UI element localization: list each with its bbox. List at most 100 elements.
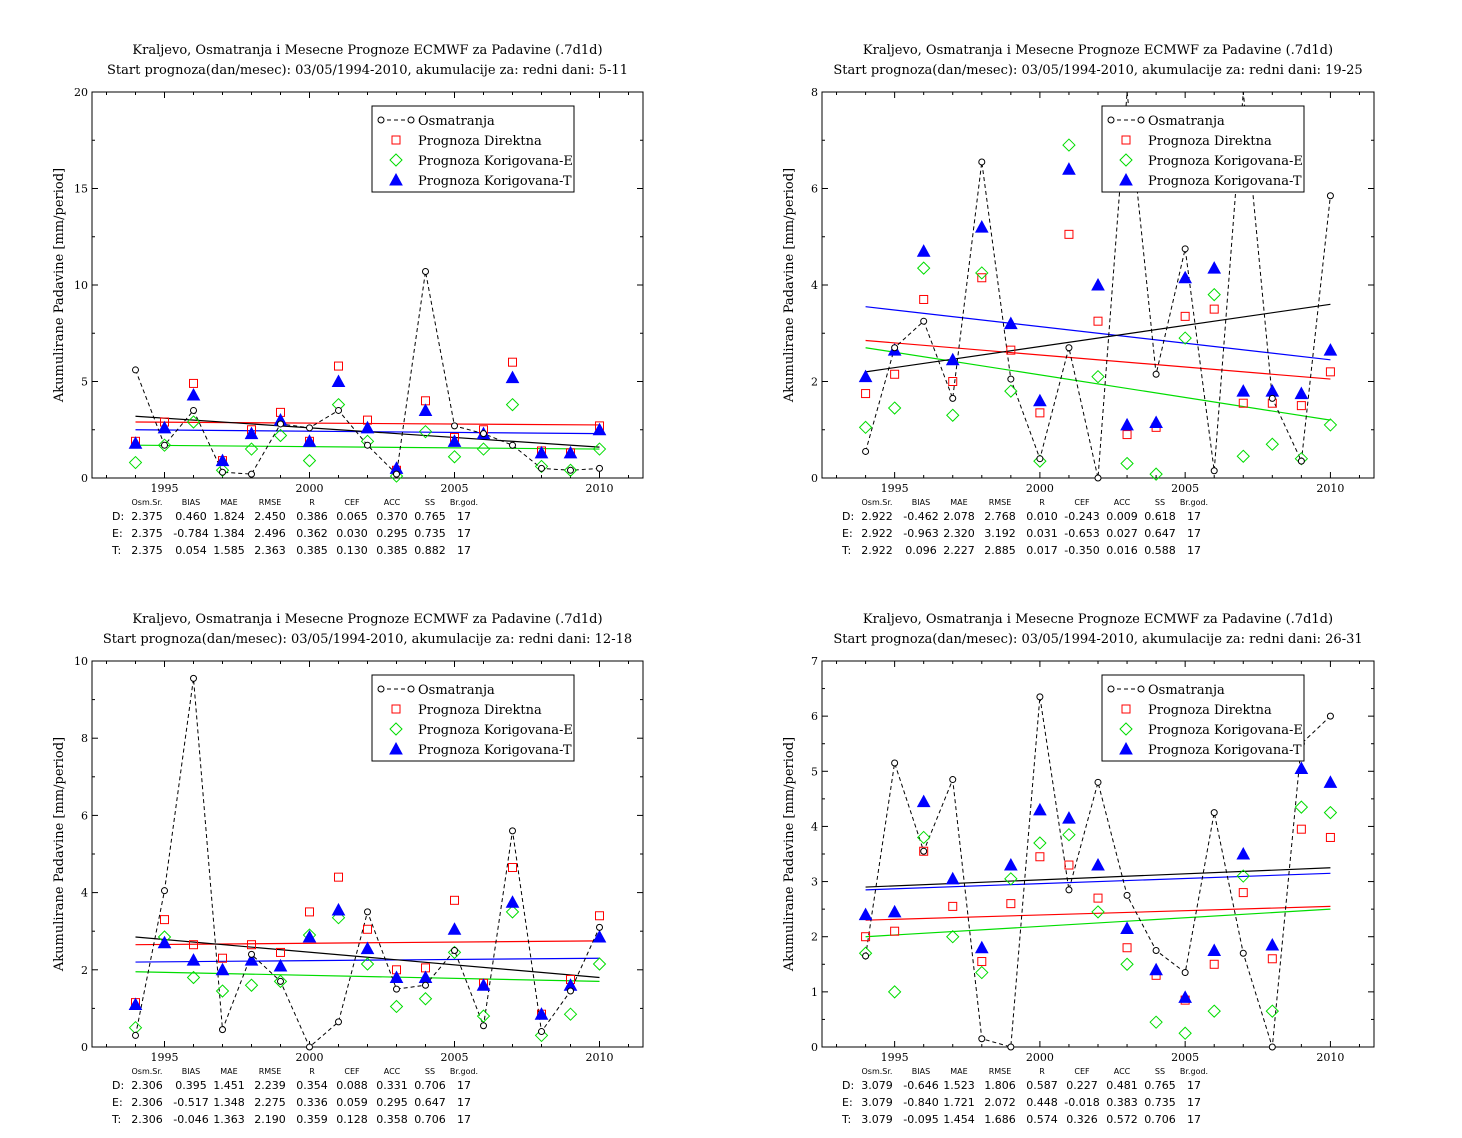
stats-value: 2.375 (131, 510, 163, 523)
point-osmatranja (596, 464, 603, 472)
point-direktna (1209, 304, 1219, 314)
stats-value: 2.227 (943, 544, 975, 557)
stats-value: 0.096 (905, 544, 937, 557)
point-korigovana-e (360, 957, 375, 971)
point-direktna (363, 924, 372, 934)
stats-value: 0.735 (1144, 1096, 1176, 1109)
y-tick-label: 0 (81, 1041, 88, 1054)
x-tick-label: 2000 (296, 1051, 324, 1064)
stats-row-label: E: (112, 527, 123, 540)
point-direktna (1122, 943, 1132, 953)
x-tick-label: 2000 (1026, 1051, 1054, 1064)
legend-label: Osmatranja (418, 114, 495, 129)
point-osmatranja (862, 952, 870, 960)
point-direktna (1325, 832, 1335, 842)
point-osmatranja (451, 422, 458, 430)
point-osmatranja (1210, 809, 1218, 817)
stats-value: 1.451 (213, 1079, 245, 1092)
point-korigovana-e (563, 463, 578, 477)
stats-row-label: E: (842, 527, 853, 540)
point-korigovana-t (331, 374, 346, 387)
point-korigovana-t (1265, 384, 1280, 397)
legend-label: Prognoza Direktna (1148, 703, 1272, 718)
legend-marker-direktna (1121, 704, 1131, 714)
point-direktna (1064, 229, 1074, 239)
stats-value: 17 (457, 1079, 471, 1092)
point-direktna (1006, 345, 1016, 355)
legend-marker-korigovana-t (1119, 741, 1133, 755)
chart-subtitle: Start prognoza(dan/mesec): 03/05/1994-20… (833, 632, 1362, 647)
point-korigovana-t (505, 895, 520, 908)
chart-subtitle: Start prognoza(dan/mesec): 03/05/1994-20… (103, 632, 632, 647)
legend-label: Prognoza Korigovana-E (1148, 723, 1303, 738)
point-korigovana-t (418, 403, 433, 416)
point-korigovana-t (1323, 775, 1338, 788)
point-direktna (1093, 893, 1103, 903)
point-korigovana-t (1062, 162, 1076, 175)
y-tick-label: 2 (81, 964, 88, 977)
y-axis-label: Akumulirane Padavine [mm/period] (52, 168, 67, 403)
point-korigovana-t (331, 902, 346, 916)
point-korigovana-e (1178, 331, 1192, 345)
point-korigovana-t (974, 940, 989, 954)
stats-value: 1.523 (943, 1079, 975, 1092)
point-korigovana-e (186, 415, 201, 429)
stats-value: 0.588 (1144, 544, 1176, 557)
stats-value: 0.618 (1144, 510, 1176, 523)
stats-value: 1.384 (213, 527, 245, 540)
point-osmatranja (1094, 778, 1102, 786)
stats-value: -0.840 (903, 1096, 938, 1109)
trend-line-corrT (865, 306, 1331, 361)
y-tick-label: 1 (811, 986, 818, 999)
point-korigovana-e (389, 999, 404, 1014)
stats-value: 2.078 (943, 510, 975, 523)
point-korigovana-t (1207, 943, 1222, 956)
stats-row-label: E: (842, 1096, 853, 1109)
stats-value: 1.686 (984, 1113, 1016, 1126)
stats-header: MAE (950, 1067, 967, 1076)
point-korigovana-e (1294, 451, 1309, 466)
stats-value: 0.030 (336, 527, 368, 540)
point-direktna (919, 846, 929, 856)
point-korigovana-e (1323, 418, 1338, 432)
legend-box (1101, 674, 1305, 762)
point-direktna (595, 911, 604, 921)
chart-title: Kraljevo, Osmatranja i Mesecne Prognoze … (863, 43, 1333, 58)
point-korigovana-e (1236, 449, 1250, 463)
point-osmatranja (920, 317, 928, 325)
legend-marker-osmatranja (377, 685, 385, 693)
stats-header: RMSE (259, 1067, 282, 1076)
point-osmatranja (364, 908, 371, 916)
point-osmatranja (306, 424, 313, 432)
legend-marker-korigovana-t (389, 741, 403, 755)
stats-value: 0.385 (376, 544, 408, 557)
stats-value: 0.587 (1026, 1079, 1058, 1092)
stats-value: 17 (457, 1113, 471, 1126)
stats-value: 0.017 (1026, 544, 1058, 557)
legend-marker-osmatranja (1107, 116, 1115, 124)
point-korigovana-e (1091, 369, 1105, 384)
point-korigovana-e (1062, 827, 1076, 842)
stats-value: 0.395 (175, 1079, 207, 1092)
stats-header: Osm.Sr. (862, 1067, 893, 1076)
point-direktna (861, 932, 871, 942)
stats-value: -0.653 (1064, 527, 1099, 540)
point-korigovana-e (563, 1007, 578, 1021)
point-korigovana-t (1120, 417, 1134, 431)
legend-label: Prognoza Korigovana-E (418, 723, 573, 738)
stats-value: 17 (1187, 527, 1201, 540)
point-osmatranja (248, 950, 255, 958)
point-korigovana-t (157, 935, 172, 949)
stats-header: CEF (1074, 1067, 1090, 1076)
y-tick-label: 10 (74, 279, 88, 292)
point-direktna (948, 901, 958, 911)
y-tick-label: 5 (811, 765, 818, 778)
point-osmatranja (891, 759, 899, 767)
stats-value: 0.765 (414, 510, 446, 523)
stats-value: 0.386 (296, 510, 328, 523)
stats-value: 0.059 (336, 1096, 368, 1109)
stats-value: 0.027 (1106, 527, 1138, 540)
stats-value: 0.383 (1106, 1096, 1138, 1109)
stats-value: 2.306 (131, 1113, 163, 1126)
point-korigovana-t (887, 904, 902, 918)
